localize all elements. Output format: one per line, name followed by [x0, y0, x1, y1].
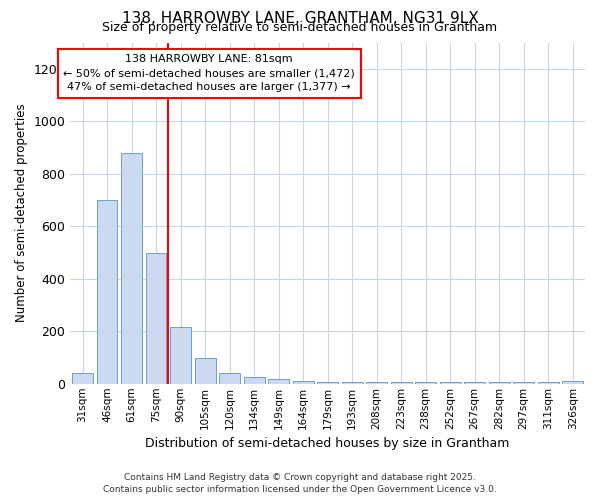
X-axis label: Distribution of semi-detached houses by size in Grantham: Distribution of semi-detached houses by … [145, 437, 510, 450]
Bar [464, 382, 485, 384]
Bar [440, 382, 461, 384]
Bar [366, 382, 387, 384]
Bar [514, 382, 534, 384]
Bar [538, 382, 559, 384]
Bar [219, 374, 240, 384]
Y-axis label: Number of semi-detached properties: Number of semi-detached properties [15, 104, 28, 322]
Text: Contains HM Land Registry data © Crown copyright and database right 2025.
Contai: Contains HM Land Registry data © Crown c… [103, 472, 497, 494]
Bar [268, 378, 289, 384]
Bar [244, 377, 265, 384]
Text: Size of property relative to semi-detached houses in Grantham: Size of property relative to semi-detach… [103, 21, 497, 34]
Bar [170, 328, 191, 384]
Bar [415, 382, 436, 384]
Bar [489, 382, 509, 384]
Bar [97, 200, 118, 384]
Bar [121, 153, 142, 384]
Bar [72, 374, 93, 384]
Bar [194, 358, 215, 384]
Text: 138, HARROWBY LANE, GRANTHAM, NG31 9LX: 138, HARROWBY LANE, GRANTHAM, NG31 9LX [122, 11, 478, 26]
Bar [317, 382, 338, 384]
Text: 138 HARROWBY LANE: 81sqm
← 50% of semi-detached houses are smaller (1,472)
47% o: 138 HARROWBY LANE: 81sqm ← 50% of semi-d… [64, 54, 355, 92]
Bar [391, 382, 412, 384]
Bar [293, 381, 314, 384]
Bar [146, 252, 166, 384]
Bar [342, 382, 362, 384]
Bar [562, 381, 583, 384]
